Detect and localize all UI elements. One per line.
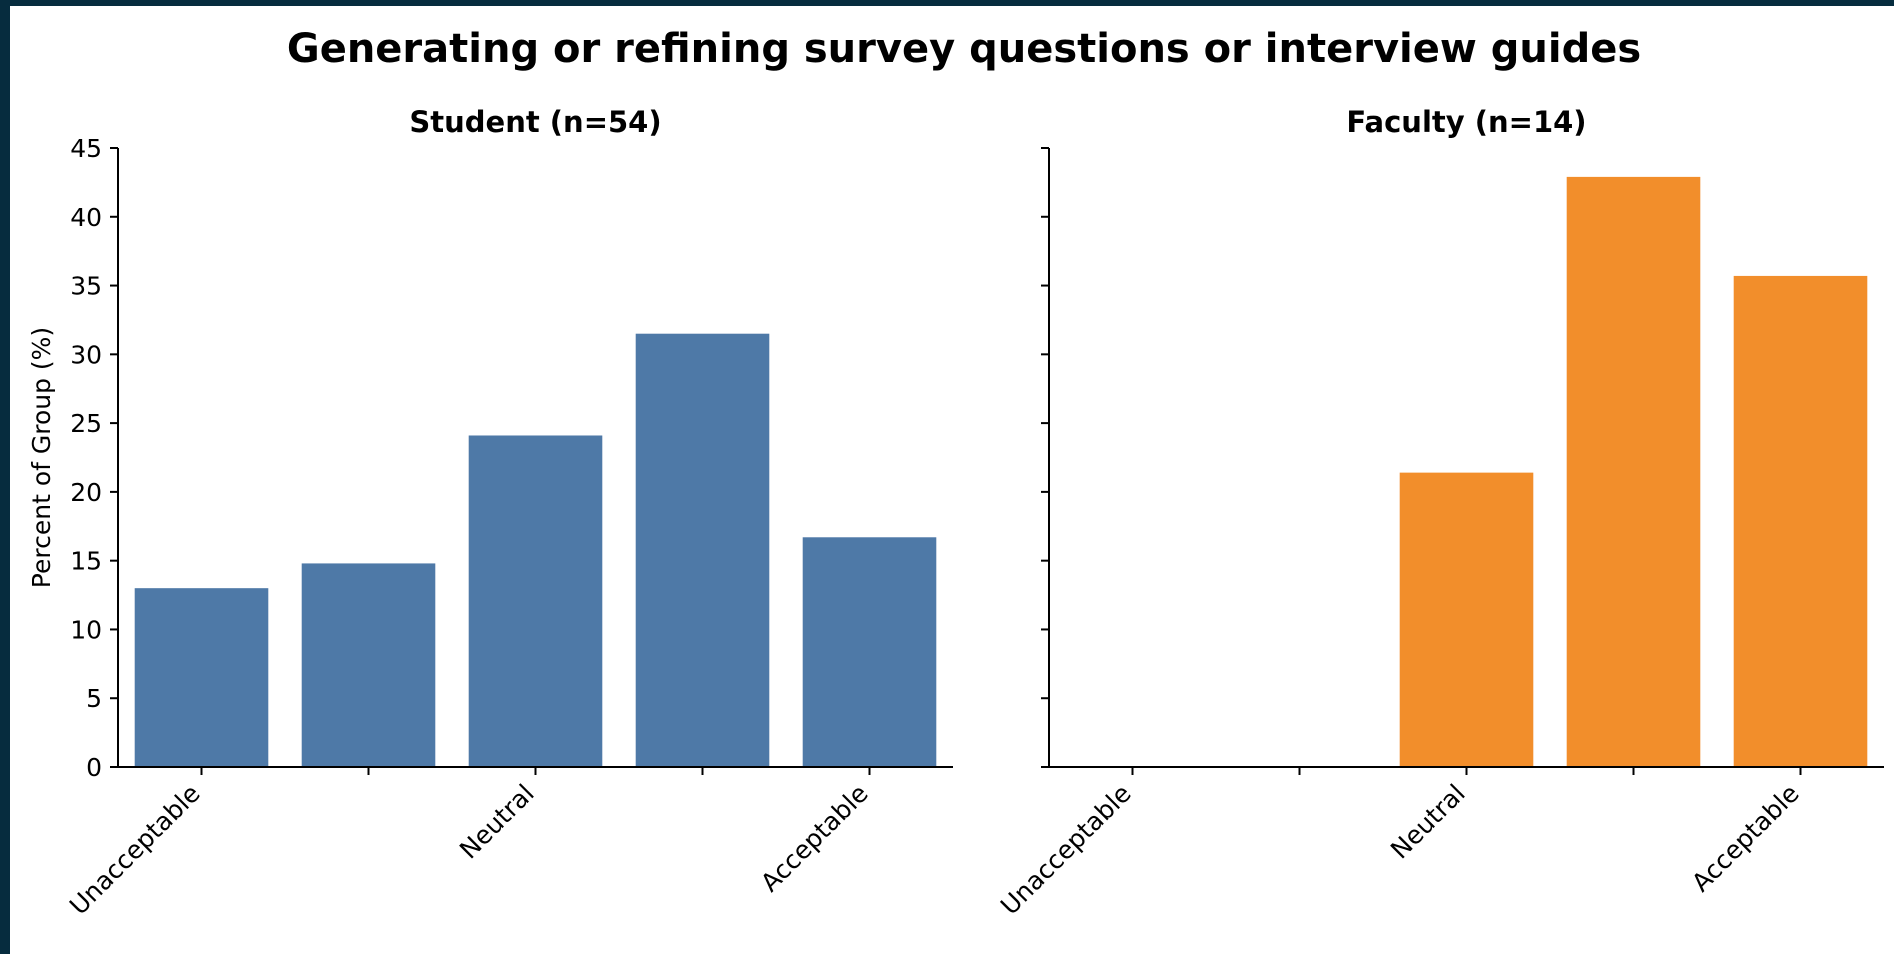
bar: [468, 435, 603, 767]
chart-panels: Student (n=54) Unacceptable Neutral Accepta…: [27, 105, 1884, 921]
x-tick-label: Neutral: [454, 779, 540, 865]
x-tick-label: Neutral: [1385, 779, 1471, 865]
chart-figure: Generating or refining survey questions …: [27, 26, 1884, 921]
y-tick-label: 15: [70, 547, 102, 576]
bar: [134, 588, 269, 767]
y-tick-label: 20: [70, 478, 102, 507]
bar: [1399, 472, 1534, 767]
y-tick-label: 25: [70, 409, 102, 438]
figure-canvas: Generating or refining survey questions …: [10, 6, 1894, 954]
figure-title: Generating or refining survey questions …: [287, 26, 1641, 72]
y-tick-label: 0: [86, 753, 102, 782]
x-tick-label: Unacceptable: [995, 779, 1137, 921]
y-tick-label: 10: [70, 615, 102, 644]
y-tick-label: 40: [70, 203, 102, 232]
bar: [1733, 275, 1868, 767]
y-tick-label: 5: [86, 684, 102, 713]
x-tick-label: Acceptable: [1686, 779, 1805, 898]
y-tick-label: 30: [70, 340, 102, 369]
x-tick-label: Acceptable: [755, 779, 874, 898]
subplot-title: Student (n=54): [409, 105, 661, 139]
x-tick-label: Unacceptable: [64, 779, 206, 921]
y-tick-label: 35: [70, 272, 102, 301]
y-axis-label: Percent of Group (%): [27, 327, 56, 588]
y-tick-label: 45: [70, 134, 102, 163]
chart-panel-1: Student (n=54) Unacceptable Neutral Accepta…: [27, 105, 953, 921]
bar: [301, 563, 436, 767]
bar: [635, 333, 770, 767]
subplot-title: Faculty (n=14): [1346, 105, 1586, 139]
chart-panel-2: Faculty (n=14) Unacceptable Neutral Accepta…: [995, 105, 1884, 921]
bar: [1566, 176, 1701, 768]
bar: [802, 537, 937, 767]
